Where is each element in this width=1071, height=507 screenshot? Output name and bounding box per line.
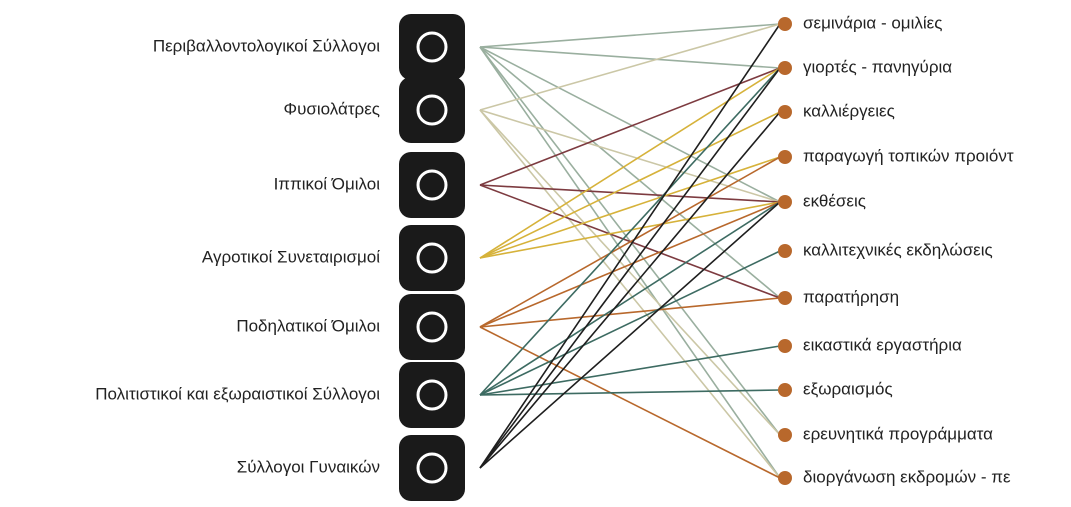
activity-label: εικαστικά εργαστήρια — [803, 335, 962, 354]
activity-label: γιορτές - πανηγύρια — [803, 57, 952, 76]
icon-glyph — [416, 31, 448, 63]
icon-glyph — [416, 379, 448, 411]
activity-dot — [778, 471, 792, 485]
activity-dot — [778, 195, 792, 209]
edges — [479, 23, 781, 479]
edge — [479, 46, 781, 69]
edge — [479, 326, 781, 479]
group-label: Ποδηλατικοί Όμιλοι — [236, 316, 380, 335]
nodes: Περιβαλλοντολογικοί Σύλλογοι Φυσιολάτρες Ι… — [95, 13, 1014, 501]
edge — [479, 156, 781, 328]
edge — [479, 46, 781, 299]
edge — [479, 250, 781, 396]
group-label: Σύλλογοι Γυναικών — [237, 457, 380, 476]
group-icon — [399, 152, 465, 218]
group-icon — [399, 362, 465, 428]
icon-glyph — [416, 242, 448, 274]
activity-dot — [778, 291, 792, 305]
edge — [479, 67, 781, 469]
edge — [479, 184, 781, 203]
icon-glyph — [416, 169, 448, 201]
activity-dot — [778, 244, 792, 258]
group-label: Περιβαλλοντολογικοί Σύλλογοι — [153, 36, 380, 55]
activity-dot — [778, 17, 792, 31]
activity-dot — [778, 61, 792, 75]
edge — [479, 46, 781, 479]
activity-dot — [778, 339, 792, 353]
icon-glyph — [416, 311, 448, 343]
edge — [479, 23, 781, 111]
activity-dot — [778, 428, 792, 442]
activity-label: καλλιτεχνικές εκδηλώσεις — [803, 240, 993, 259]
activity-label: σεμινάρια - ομιλίες — [803, 13, 942, 32]
edge — [479, 23, 781, 48]
group-icon — [399, 77, 465, 143]
edge — [479, 109, 781, 479]
edge — [479, 201, 781, 328]
group-label: Πολιτιστικοί και εξωραιστικοί Σύλλογοι — [95, 384, 380, 403]
edge — [479, 297, 781, 328]
icon-glyph — [416, 452, 448, 484]
activity-label: εκθέσεις — [803, 191, 866, 210]
edge — [479, 67, 781, 396]
edge — [479, 109, 781, 436]
activity-dot — [778, 383, 792, 397]
icon-glyph — [416, 94, 448, 126]
edge — [479, 201, 781, 469]
edge — [479, 201, 781, 396]
edge — [479, 23, 781, 469]
edge — [479, 201, 781, 259]
group-icon — [399, 225, 465, 291]
edge — [479, 67, 781, 259]
group-icon — [399, 14, 465, 80]
activity-dot — [778, 150, 792, 164]
edge — [479, 111, 781, 469]
activity-label: καλλιέργειες — [803, 101, 895, 120]
edge — [479, 46, 781, 203]
edge — [479, 67, 781, 186]
activity-label: διοργάνωση εκδρομών - πε — [803, 467, 1011, 486]
activity-label: παρατήρηση — [803, 287, 899, 306]
group-icon — [399, 435, 465, 501]
activity-label: ερευνητικά προγράμματα — [803, 424, 993, 443]
edge — [479, 345, 781, 396]
group-label: Αγροτικοί Συνεταιρισμοί — [202, 247, 380, 266]
activity-dot — [778, 105, 792, 119]
activity-label: παραγωγή τοπικών προιόντ — [803, 146, 1014, 165]
group-label: Ιππικοί Όμιλοι — [274, 174, 381, 193]
edge — [479, 109, 781, 203]
edge — [479, 389, 781, 396]
activity-label: εξωραισμός — [803, 379, 893, 398]
edge — [479, 156, 781, 259]
group-icon — [399, 294, 465, 360]
edge — [479, 111, 781, 259]
group-label: Φυσιολάτρες — [284, 99, 381, 118]
